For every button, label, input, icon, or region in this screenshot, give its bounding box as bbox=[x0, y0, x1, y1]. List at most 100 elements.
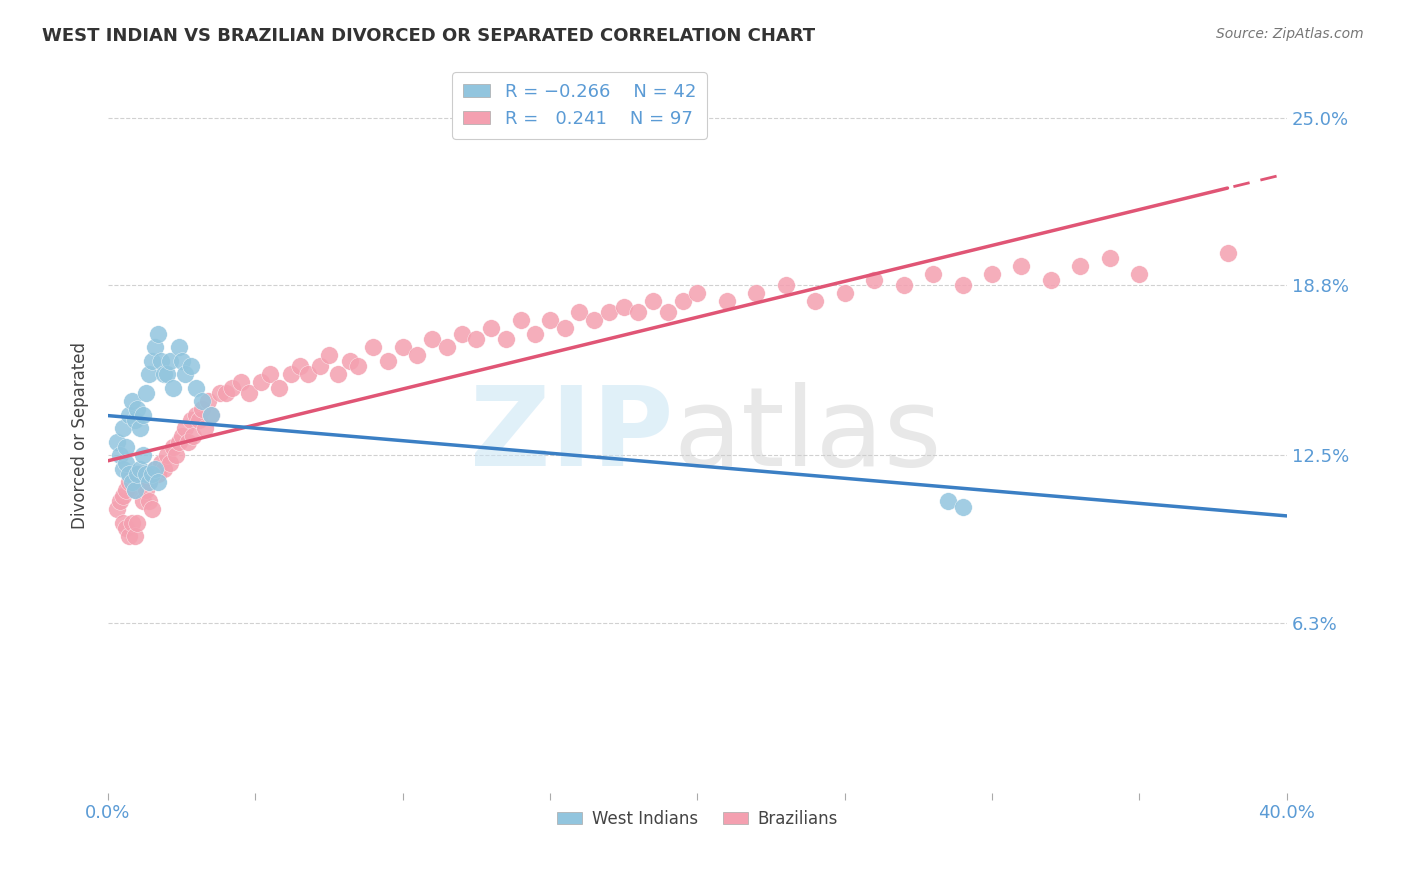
Point bbox=[146, 467, 169, 482]
Point bbox=[159, 456, 181, 470]
Text: atlas: atlas bbox=[673, 382, 942, 489]
Point bbox=[141, 354, 163, 368]
Point bbox=[183, 429, 205, 443]
Point bbox=[1216, 245, 1239, 260]
Point bbox=[339, 354, 361, 368]
Point bbox=[361, 340, 384, 354]
Legend: West Indians, Brazilians: West Indians, Brazilians bbox=[550, 803, 845, 834]
Point bbox=[524, 326, 547, 341]
Point bbox=[267, 381, 290, 395]
Point bbox=[716, 294, 738, 309]
Point bbox=[121, 475, 143, 490]
Point bbox=[804, 294, 827, 309]
Point bbox=[672, 294, 695, 309]
Point bbox=[117, 467, 139, 482]
Point bbox=[893, 278, 915, 293]
Point bbox=[208, 386, 231, 401]
Point bbox=[200, 408, 222, 422]
Point bbox=[170, 429, 193, 443]
Point bbox=[143, 340, 166, 354]
Text: ZIP: ZIP bbox=[471, 382, 673, 489]
Point bbox=[509, 313, 531, 327]
Point bbox=[121, 516, 143, 530]
Point bbox=[326, 368, 349, 382]
Point bbox=[170, 354, 193, 368]
Point bbox=[159, 354, 181, 368]
Point bbox=[138, 494, 160, 508]
Point bbox=[114, 456, 136, 470]
Point bbox=[657, 305, 679, 319]
Point bbox=[406, 348, 429, 362]
Point bbox=[288, 359, 311, 374]
Point bbox=[391, 340, 413, 354]
Point bbox=[952, 278, 974, 293]
Point bbox=[922, 268, 945, 282]
Point bbox=[191, 402, 214, 417]
Point bbox=[1011, 260, 1033, 274]
Point bbox=[138, 475, 160, 490]
Point bbox=[613, 300, 636, 314]
Point bbox=[179, 413, 201, 427]
Point bbox=[129, 421, 152, 435]
Point bbox=[297, 368, 319, 382]
Point bbox=[952, 500, 974, 514]
Point bbox=[863, 273, 886, 287]
Point bbox=[156, 448, 179, 462]
Point bbox=[105, 434, 128, 449]
Point bbox=[627, 305, 650, 319]
Point bbox=[127, 516, 149, 530]
Point bbox=[117, 408, 139, 422]
Point bbox=[686, 286, 709, 301]
Point bbox=[167, 340, 190, 354]
Point bbox=[135, 483, 157, 498]
Point bbox=[1128, 268, 1150, 282]
Point bbox=[173, 368, 195, 382]
Point bbox=[132, 494, 155, 508]
Point bbox=[176, 434, 198, 449]
Point bbox=[318, 348, 340, 362]
Point bbox=[132, 448, 155, 462]
Point bbox=[643, 294, 665, 309]
Point bbox=[117, 529, 139, 543]
Point bbox=[280, 368, 302, 382]
Point bbox=[124, 413, 146, 427]
Point bbox=[117, 475, 139, 490]
Point bbox=[124, 483, 146, 498]
Point bbox=[538, 313, 561, 327]
Point bbox=[186, 381, 208, 395]
Text: WEST INDIAN VS BRAZILIAN DIVORCED OR SEPARATED CORRELATION CHART: WEST INDIAN VS BRAZILIAN DIVORCED OR SEP… bbox=[42, 27, 815, 45]
Point bbox=[347, 359, 370, 374]
Point bbox=[377, 354, 399, 368]
Point bbox=[132, 467, 155, 482]
Point bbox=[105, 502, 128, 516]
Point bbox=[238, 386, 260, 401]
Point bbox=[124, 529, 146, 543]
Point bbox=[981, 268, 1004, 282]
Point bbox=[554, 321, 576, 335]
Point bbox=[143, 462, 166, 476]
Point bbox=[1039, 273, 1062, 287]
Point bbox=[135, 386, 157, 401]
Point bbox=[162, 440, 184, 454]
Point bbox=[121, 467, 143, 482]
Point bbox=[598, 305, 620, 319]
Point bbox=[129, 462, 152, 476]
Point bbox=[153, 462, 176, 476]
Point bbox=[141, 467, 163, 482]
Point bbox=[111, 462, 134, 476]
Point bbox=[162, 381, 184, 395]
Point bbox=[936, 494, 959, 508]
Point bbox=[1098, 252, 1121, 266]
Point bbox=[1069, 260, 1091, 274]
Point bbox=[129, 475, 152, 490]
Point bbox=[111, 516, 134, 530]
Point bbox=[221, 381, 243, 395]
Y-axis label: Divorced or Separated: Divorced or Separated bbox=[72, 342, 89, 529]
Point bbox=[186, 408, 208, 422]
Point bbox=[127, 467, 149, 482]
Point bbox=[250, 376, 273, 390]
Point bbox=[127, 467, 149, 482]
Point bbox=[138, 368, 160, 382]
Point bbox=[111, 421, 134, 435]
Point bbox=[146, 475, 169, 490]
